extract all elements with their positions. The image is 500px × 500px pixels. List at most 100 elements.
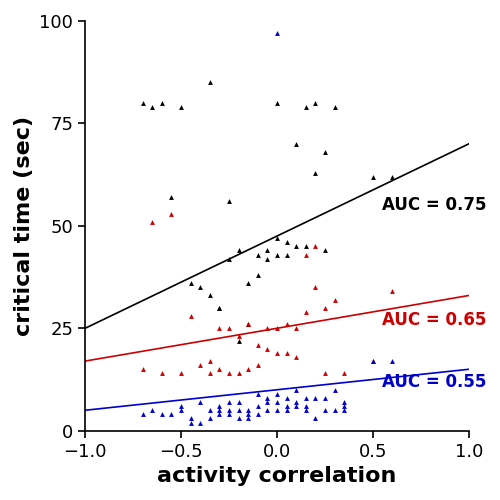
Point [292,402,300,410]
Point [186,414,194,422]
Point [186,279,194,287]
Point [312,242,320,250]
Point [292,353,300,361]
Point [264,406,272,414]
Point [225,398,233,406]
Point [225,324,233,332]
Point [312,99,320,107]
Point [369,172,377,180]
Text: AUC = 0.65: AUC = 0.65 [382,311,487,329]
Point [273,349,281,357]
Point [273,99,281,107]
Point [264,398,272,406]
Text: AUC = 0.55: AUC = 0.55 [382,372,487,390]
Point [330,103,338,111]
Point [302,308,310,316]
Point [388,172,396,180]
Point [282,320,290,328]
Point [168,410,175,418]
Point [225,406,233,414]
Point [330,296,338,304]
Point [330,406,338,414]
Point [244,320,252,328]
Point [273,390,281,398]
Point [321,148,329,156]
Point [340,402,348,410]
Point [234,246,242,254]
Point [282,394,290,402]
Point [206,292,214,300]
Point [302,394,310,402]
Point [273,324,281,332]
Point [369,357,377,365]
Point [216,406,224,414]
Point [244,320,252,328]
Point [216,324,224,332]
Point [206,370,214,378]
Point [234,414,242,422]
Point [282,238,290,246]
Point [244,366,252,374]
Point [330,386,338,394]
Point [216,304,224,312]
Point [158,410,166,418]
Point [186,418,194,426]
Point [292,324,300,332]
Point [264,246,272,254]
Point [292,398,300,406]
Point [196,284,204,292]
Point [254,340,262,348]
Point [254,271,262,279]
Point [158,99,166,107]
Point [177,103,185,111]
Point [264,394,272,402]
Point [388,288,396,296]
Point [292,140,300,148]
Point [292,242,300,250]
Point [206,414,214,422]
Point [234,406,242,414]
Point [158,370,166,378]
Point [138,99,146,107]
Point [254,410,262,418]
Point [282,402,290,410]
Point [273,29,281,37]
Text: AUC = 0.75: AUC = 0.75 [382,196,487,214]
Point [321,246,329,254]
Point [273,234,281,242]
Point [264,345,272,353]
Point [138,410,146,418]
Point [168,210,175,218]
Point [312,394,320,402]
Point [273,250,281,258]
Point [216,402,224,410]
Point [225,197,233,205]
Point [234,398,242,406]
Point [321,370,329,378]
Point [206,357,214,365]
Point [196,398,204,406]
Point [302,103,310,111]
Point [302,242,310,250]
Point [234,370,242,378]
Point [196,418,204,426]
Point [302,402,310,410]
Point [148,218,156,226]
Point [340,370,348,378]
Point [282,349,290,357]
Point [282,250,290,258]
Point [148,103,156,111]
Point [244,414,252,422]
Point [273,398,281,406]
Point [264,254,272,262]
Point [292,386,300,394]
Point [225,254,233,262]
Point [196,361,204,369]
Point [312,414,320,422]
Point [244,406,252,414]
Point [234,332,242,340]
X-axis label: activity correlation: activity correlation [158,466,396,486]
Point [186,312,194,320]
Point [206,406,214,414]
Point [177,370,185,378]
